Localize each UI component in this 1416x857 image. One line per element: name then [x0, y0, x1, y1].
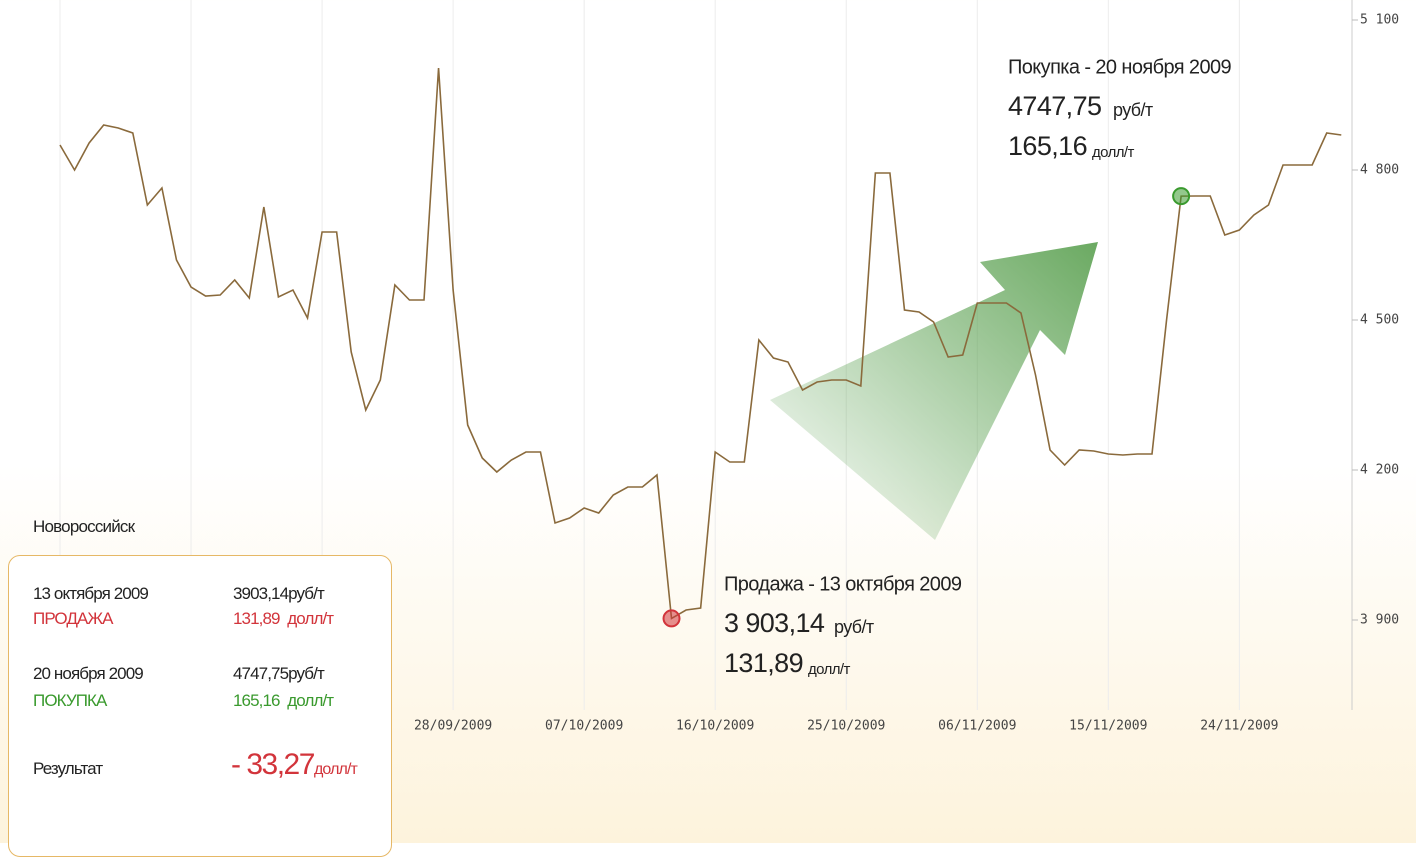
arrow	[770, 242, 1098, 540]
date: 20 ноября 2009	[33, 664, 144, 683]
result-label: Результат	[33, 759, 103, 778]
x-tick-label: 15/11/2009	[1069, 719, 1147, 734]
ann-usd-unit: долл/т	[1092, 144, 1134, 161]
ann-price: 3 903,14	[724, 608, 825, 638]
x-tick-label: 06/11/2009	[938, 719, 1016, 734]
x-tick-label: 25/10/2009	[807, 719, 885, 734]
result-panel: 13 октября 2009 3903,14руб/т ПРОДАЖА 131…	[8, 555, 392, 857]
y-tick-label: 3 900	[1360, 613, 1399, 628]
price: 3903,14руб/т	[233, 584, 325, 603]
y-tick-label: 4 200	[1360, 463, 1399, 478]
ann-usd: 131,89	[724, 648, 803, 678]
x-tick-label: 07/10/2009	[545, 719, 623, 734]
date: 13 октября 2009	[33, 584, 149, 603]
ann-price-unit: руб/т	[1113, 100, 1153, 120]
ann-price-unit: руб/т	[834, 617, 874, 637]
ann-price: 4747,75	[1008, 91, 1101, 121]
price: 4747,75руб/т	[233, 664, 325, 683]
marker	[1172, 187, 1191, 206]
line	[59, 67, 1342, 620]
ann-title: Продажа - 13 октября 2009	[724, 573, 962, 595]
ann-usd: 165,16	[1008, 131, 1087, 161]
ann-title: Покупка - 20 ноября 2009	[1008, 56, 1231, 78]
y-tick-label: 4 800	[1360, 163, 1399, 178]
x-tick-label: 28/09/2009	[414, 719, 492, 734]
city: Новороссийск	[33, 517, 135, 536]
x-tick-label: 16/10/2009	[676, 719, 754, 734]
usd: 165,16 долл/т	[233, 691, 334, 710]
action: ПРОДАЖА	[33, 609, 114, 628]
ann-usd-unit: долл/т	[808, 661, 850, 678]
usd: 131,89 долл/т	[233, 609, 334, 628]
x-tick-label: 24/11/2009	[1200, 719, 1278, 734]
y-tick-label: 4 500	[1360, 313, 1399, 328]
action: ПОКУПКА	[33, 691, 107, 710]
result-unit: долл/т	[314, 761, 358, 778]
marker	[662, 609, 681, 628]
result-value: - 33,27	[231, 748, 315, 781]
y-tick-label: 5 100	[1360, 13, 1399, 28]
